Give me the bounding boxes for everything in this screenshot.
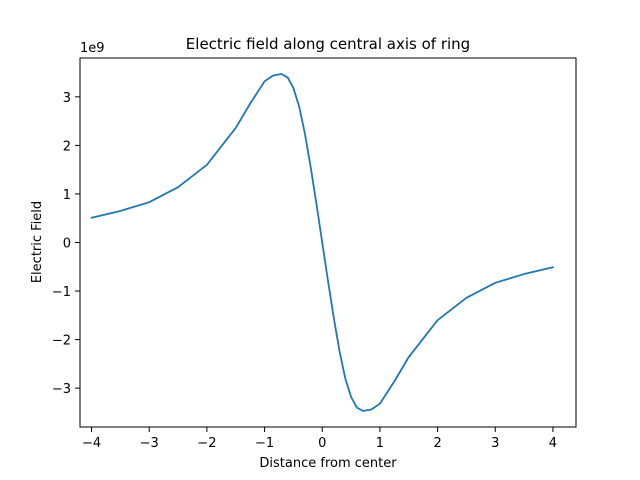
y-offset-label: 1e9 xyxy=(80,41,105,56)
y-tick-label: 0 xyxy=(63,237,71,252)
x-tick-label: 4 xyxy=(549,436,557,451)
x-tick-label: 1 xyxy=(376,436,384,451)
x-tick-label: −2 xyxy=(197,436,216,451)
plot-area: −4 −3 −2 −1 0 1 2 3 4 −3 −2 −1 0 1 2 3 xyxy=(52,57,577,451)
x-axis-label: Distance from center xyxy=(259,456,397,471)
x-tick-label: −4 xyxy=(82,436,101,451)
y-tick-label: −3 xyxy=(52,382,71,397)
y-tick-label: 2 xyxy=(63,139,71,154)
y-tick-label: −1 xyxy=(52,285,71,300)
x-tick-label: −1 xyxy=(255,436,274,451)
y-tick-label: 3 xyxy=(63,91,71,106)
x-tick-label: 3 xyxy=(491,436,499,451)
chart-title: Electric field along central axis of rin… xyxy=(186,35,470,53)
x-tick-label: −3 xyxy=(140,436,159,451)
y-tick-label: 1 xyxy=(63,188,71,203)
y-axis-label: Electric Field xyxy=(30,201,45,283)
series-line-0 xyxy=(90,73,554,412)
plot-frame xyxy=(79,57,577,428)
x-tick-label: 2 xyxy=(433,436,441,451)
y-tick-label: −2 xyxy=(52,334,71,349)
x-tick-label: 0 xyxy=(318,436,326,451)
